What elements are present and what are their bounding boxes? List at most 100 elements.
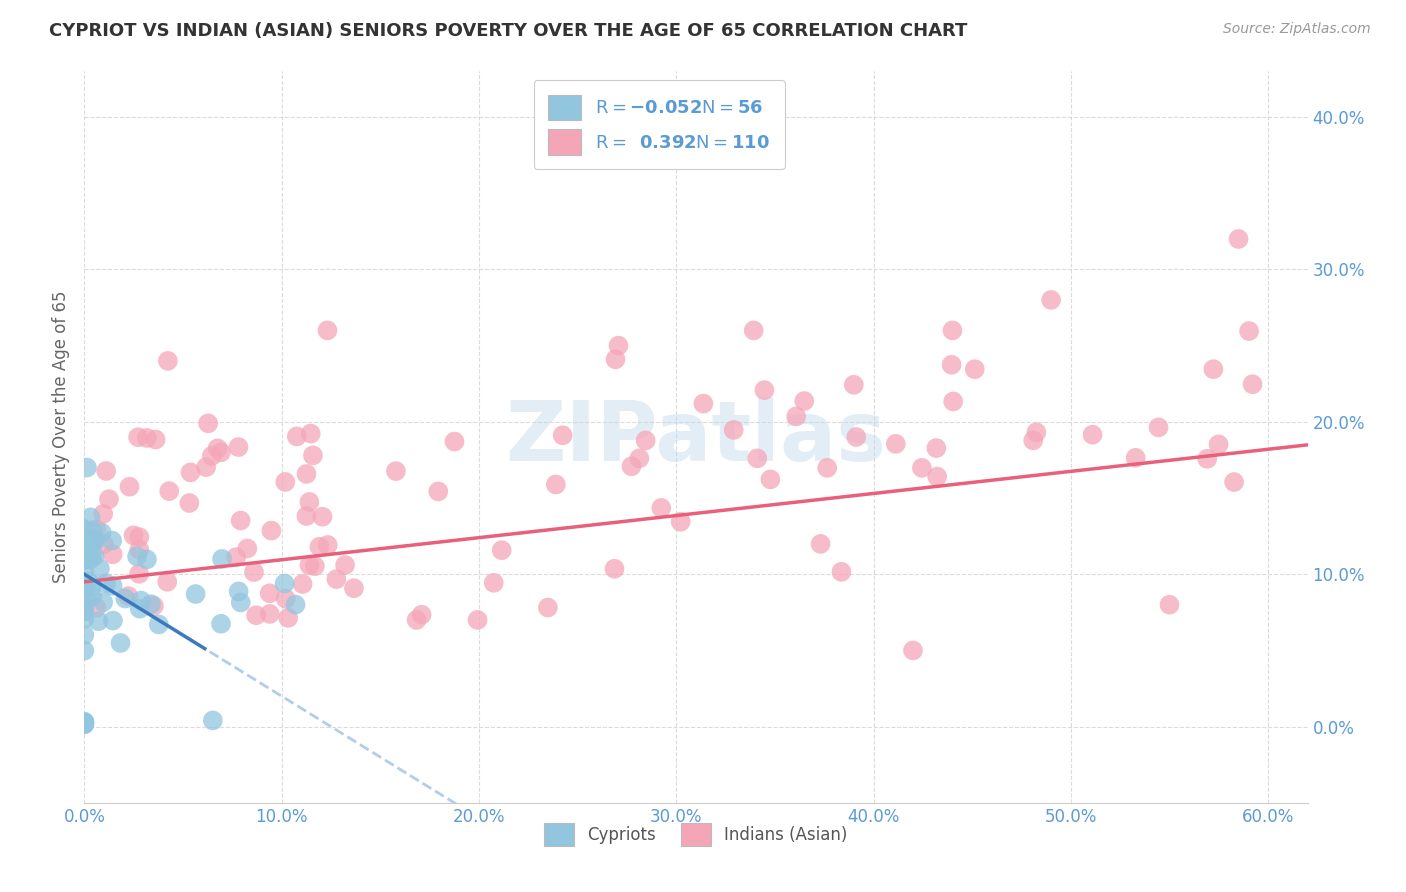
Point	[73, 565, 96, 579]
Point	[620, 459, 643, 474]
Point	[692, 396, 714, 410]
Point	[135, 431, 157, 445]
Point	[127, 430, 149, 444]
Point	[225, 550, 247, 565]
Point	[73, 628, 96, 642]
Point	[1040, 293, 1063, 307]
Point	[1025, 425, 1047, 440]
Point	[195, 460, 218, 475]
Point	[98, 492, 121, 507]
Point	[754, 383, 776, 397]
Point	[93, 537, 115, 551]
Point	[129, 593, 152, 607]
Point	[179, 496, 201, 510]
Point	[156, 574, 179, 589]
Point	[405, 613, 427, 627]
Point	[101, 547, 124, 561]
Point	[1208, 437, 1230, 451]
Point	[815, 461, 838, 475]
Point	[845, 430, 868, 444]
Point	[228, 584, 250, 599]
Point	[333, 558, 356, 572]
Point	[427, 484, 450, 499]
Point	[544, 477, 567, 491]
Point	[91, 595, 114, 609]
Point	[73, 716, 96, 731]
Point	[73, 715, 96, 730]
Point	[84, 522, 107, 536]
Point	[73, 612, 96, 626]
Point	[73, 603, 96, 617]
Point	[73, 643, 96, 657]
Point	[273, 576, 295, 591]
Point	[537, 600, 560, 615]
Point	[76, 460, 98, 475]
Point	[343, 581, 366, 595]
Point	[1241, 377, 1264, 392]
Point	[117, 589, 139, 603]
Point	[884, 437, 907, 451]
Point	[491, 543, 513, 558]
Y-axis label: Seniors Poverty Over the Age of 65: Seniors Poverty Over the Age of 65	[52, 291, 70, 583]
Point	[1202, 362, 1225, 376]
Point	[941, 323, 963, 337]
Point	[184, 587, 207, 601]
Point	[145, 433, 167, 447]
Point	[941, 358, 963, 372]
Point	[830, 565, 852, 579]
Point	[295, 508, 318, 523]
Point	[94, 464, 117, 478]
Point	[180, 466, 202, 480]
Point	[842, 377, 865, 392]
Point	[1223, 475, 1246, 489]
Point	[79, 533, 101, 547]
Point	[325, 572, 347, 586]
Point	[83, 534, 105, 549]
Legend: Cypriots, Indians (Asian): Cypriots, Indians (Asian)	[537, 816, 855, 853]
Point	[73, 717, 96, 731]
Point	[197, 417, 219, 431]
Point	[236, 541, 259, 556]
Point	[759, 472, 782, 486]
Point	[201, 714, 224, 728]
Point	[83, 549, 105, 563]
Point	[482, 575, 505, 590]
Text: CYPRIOT VS INDIAN (ASIAN) SENIORS POVERTY OVER THE AGE OF 65 CORRELATION CHART: CYPRIOT VS INDIAN (ASIAN) SENIORS POVERT…	[49, 22, 967, 40]
Point	[308, 540, 330, 554]
Point	[925, 441, 948, 455]
Point	[201, 449, 224, 463]
Point	[229, 595, 252, 609]
Point	[229, 514, 252, 528]
Point	[316, 538, 339, 552]
Point	[291, 577, 314, 591]
Point	[101, 533, 124, 548]
Point	[747, 451, 769, 466]
Point	[259, 586, 281, 600]
Point	[118, 480, 141, 494]
Point	[84, 533, 107, 547]
Point	[607, 338, 630, 352]
Point	[810, 537, 832, 551]
Point	[211, 552, 233, 566]
Point	[86, 600, 108, 615]
Point	[628, 451, 651, 466]
Point	[73, 576, 96, 591]
Point	[284, 598, 307, 612]
Point	[634, 434, 657, 448]
Point	[128, 601, 150, 615]
Point	[82, 589, 104, 603]
Point	[302, 449, 325, 463]
Point	[156, 354, 179, 368]
Text: ZIPatlas: ZIPatlas	[506, 397, 886, 477]
Point	[443, 434, 465, 449]
Point	[142, 599, 165, 613]
Point	[148, 617, 170, 632]
Point	[295, 467, 318, 481]
Point	[73, 522, 96, 536]
Point	[793, 394, 815, 409]
Point	[785, 409, 807, 424]
Point	[274, 475, 297, 489]
Point	[91, 507, 114, 521]
Point	[128, 542, 150, 557]
Point	[605, 352, 627, 367]
